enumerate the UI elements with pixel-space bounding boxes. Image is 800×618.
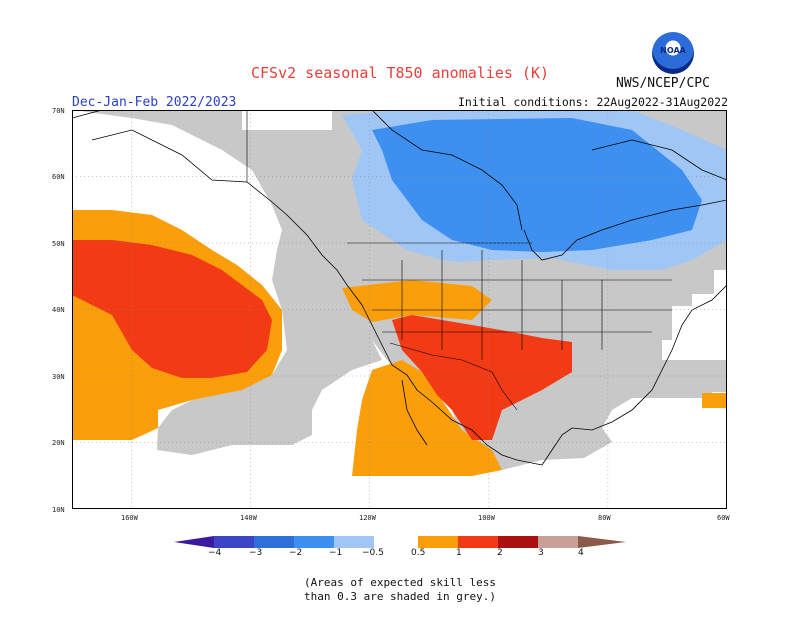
cbar-tick-pos4: 4 <box>578 548 584 558</box>
cbar-tick-neg2: −2 <box>289 548 303 558</box>
region-positive-red-pacific <box>72 240 272 378</box>
lon-label-160w: 160W <box>121 514 138 522</box>
cbar-tick-neg05: −0.5 <box>362 548 384 558</box>
logo-text: NOAA <box>660 46 686 55</box>
cbar-seg-neg1 <box>334 536 374 548</box>
lon-label-60w: 60W <box>717 514 730 522</box>
cbar-seg-neg2 <box>294 536 334 548</box>
lat-label-50n: 50N <box>52 240 65 248</box>
color-bar <box>174 536 626 548</box>
season-label: Dec-Jan-Feb 2022/2023 <box>72 95 237 110</box>
noaa-logo-icon: NOAA <box>652 32 694 74</box>
cbar-tick-pos3: 3 <box>538 548 544 558</box>
region-positive-red-us-mexico <box>392 315 572 440</box>
footnote: (Areas of expected skill less than 0.3 a… <box>0 576 800 604</box>
cbar-seg-neg-extreme <box>174 536 214 548</box>
lat-label-70n: 70N <box>52 107 65 115</box>
lat-label-40n: 40N <box>52 306 65 314</box>
cbar-seg-pos2 <box>498 536 538 548</box>
region-negative-medium-blue <box>372 118 702 252</box>
lon-label-140w: 140W <box>240 514 257 522</box>
cbar-tick-neg3: −3 <box>249 548 263 558</box>
cbar-tick-pos1: 1 <box>456 548 462 558</box>
lat-label-30n: 30N <box>52 373 65 381</box>
gridlines <box>72 110 727 509</box>
region-positive-orange-mexico <box>352 360 502 476</box>
agency-label: NWS/NCEP/CPC <box>616 76 710 91</box>
region-positive-orange-west <box>342 280 492 322</box>
lon-label-80w: 80W <box>598 514 611 522</box>
anomaly-map <box>72 110 727 509</box>
cbar-tick-pos05: 0.5 <box>411 548 426 558</box>
lon-label-120w: 120W <box>359 514 376 522</box>
initial-conditions-label: Initial conditions: 22Aug2022-31Aug2022 <box>457 95 728 109</box>
cbar-seg-neg3 <box>254 536 294 548</box>
lat-label-10n: 10N <box>52 506 65 514</box>
region-positive-orange-small <box>702 393 727 408</box>
political-borders <box>246 110 672 411</box>
cbar-seg-pos1 <box>458 536 498 548</box>
cbar-seg-neg4 <box>214 536 254 548</box>
cbar-seg-pos3 <box>538 536 578 548</box>
cbar-tick-neg4: −4 <box>208 548 222 558</box>
lat-label-20n: 20N <box>52 439 65 447</box>
lon-label-100w: 100W <box>478 514 495 522</box>
map-frame <box>72 110 727 509</box>
footnote-line-2: than 0.3 are shaded in grey.) <box>303 590 497 603</box>
map-title: CFSv2 seasonal T850 anomalies (K) <box>250 64 549 82</box>
cbar-seg-neutral <box>374 536 418 548</box>
region-no-skill-grey-pacific <box>157 230 382 455</box>
cbar-seg-pos-extreme <box>578 536 626 548</box>
footnote-line-1: (Areas of expected skill less <box>303 576 497 589</box>
coastlines <box>72 110 727 466</box>
cbar-seg-pos05 <box>418 536 458 548</box>
lat-label-60n: 60N <box>52 173 65 181</box>
cbar-tick-neg1: −1 <box>329 548 343 558</box>
cbar-tick-pos2: 2 <box>497 548 503 558</box>
